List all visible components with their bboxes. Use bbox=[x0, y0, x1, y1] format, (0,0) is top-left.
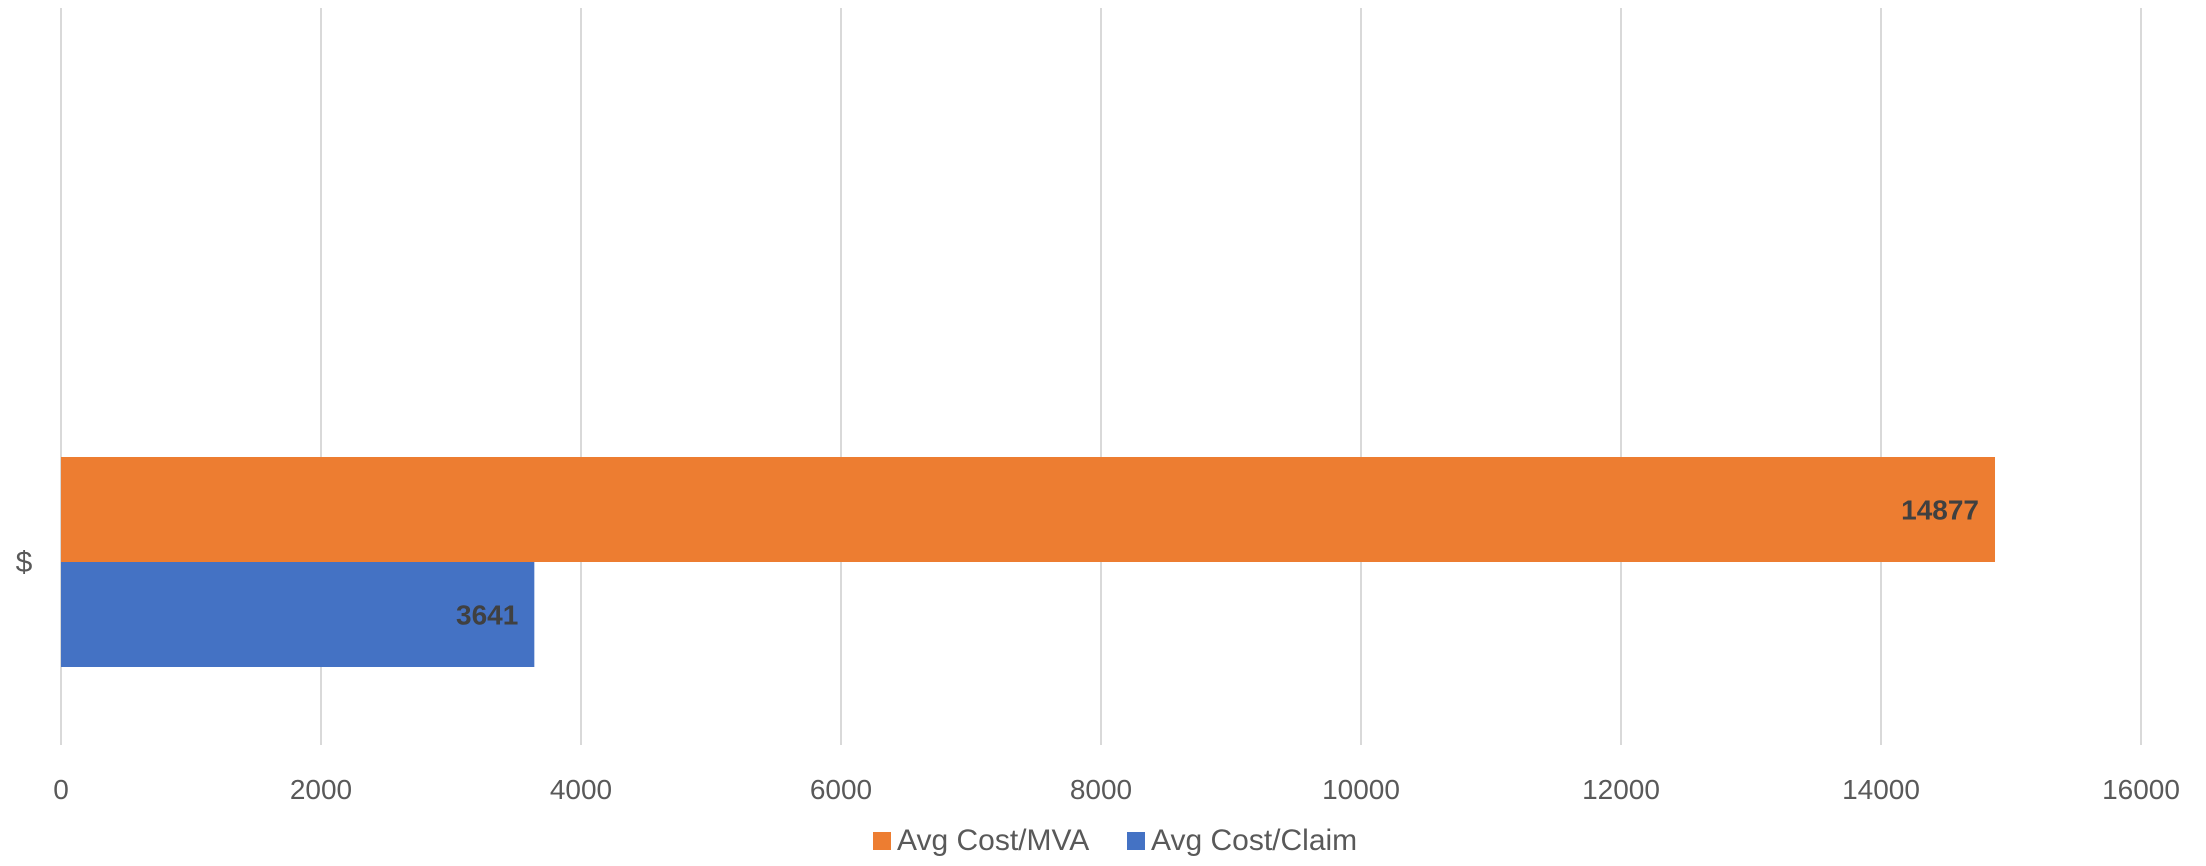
x-tick-label: 8000 bbox=[1070, 774, 1132, 805]
legend-label: Avg Cost/Claim bbox=[1151, 824, 1357, 857]
data-label: 14877 bbox=[1901, 495, 1979, 526]
bars bbox=[61, 457, 1996, 667]
x-tick-label: 14000 bbox=[1842, 774, 1920, 805]
x-axis-ticks: 0 2000 4000 6000 8000 10000 12000 14000 16000 bbox=[53, 774, 2180, 805]
x-tick-label: 4000 bbox=[550, 774, 612, 805]
x-tick-label: 2000 bbox=[290, 774, 352, 805]
category-label: $ bbox=[16, 546, 33, 579]
x-tick-label: 12000 bbox=[1582, 774, 1660, 805]
data-labels: 14877 3641 bbox=[456, 495, 1979, 631]
legend-label: Avg Cost/MVA bbox=[897, 824, 1089, 857]
legend-swatch bbox=[1127, 832, 1145, 850]
x-tick-label: 16000 bbox=[2102, 774, 2180, 805]
legend-swatch bbox=[873, 832, 891, 850]
gridlines bbox=[60, 8, 2142, 745]
x-tick-label: 0 bbox=[53, 774, 69, 805]
bar-avg-cost-claim bbox=[61, 562, 535, 667]
x-tick-label: 10000 bbox=[1322, 774, 1400, 805]
data-label: 3641 bbox=[456, 600, 518, 631]
category-labels: $ bbox=[16, 546, 33, 579]
legend: Avg Cost/MVA Avg Cost/Claim bbox=[873, 824, 1357, 857]
x-tick-label: 6000 bbox=[810, 774, 872, 805]
bar-avg-cost-mva bbox=[61, 457, 1996, 562]
